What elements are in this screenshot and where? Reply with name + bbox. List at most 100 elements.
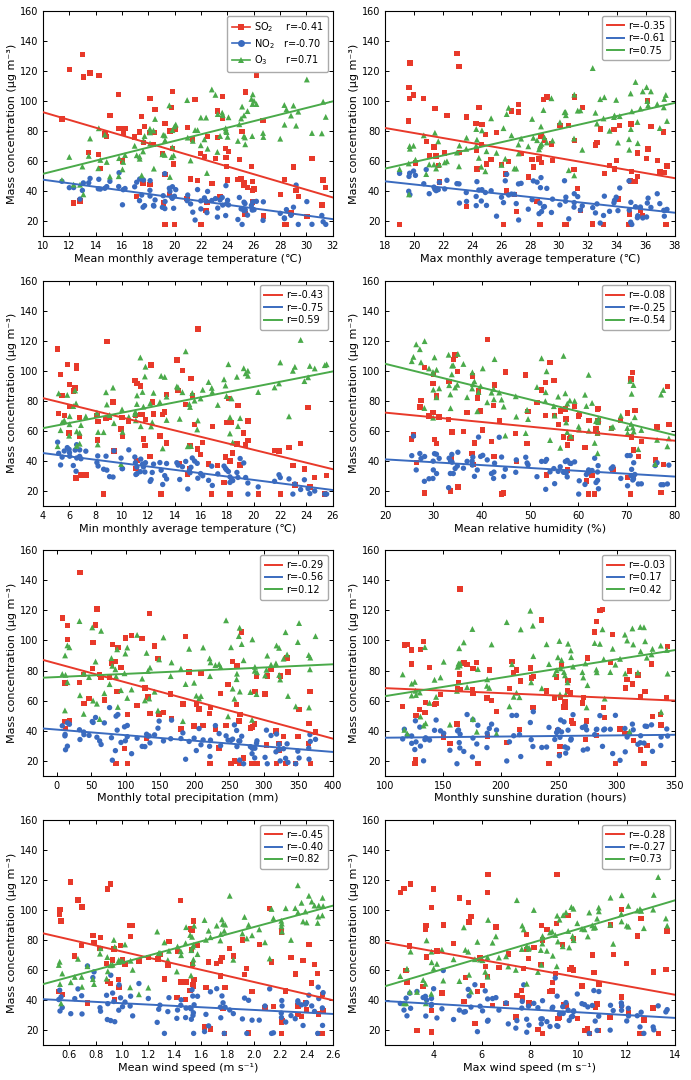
Point (158, 629, 169, 646)
Point (566, 1009, 577, 1026)
Point (164, 168, 176, 186)
Point (229, 753, 240, 770)
Point (171, 454, 182, 471)
Point (536, 453, 547, 470)
Point (527, 738, 538, 755)
Point (215, 926, 226, 943)
Point (167, 190, 178, 207)
Point (153, 945, 164, 962)
Point (489, 376, 500, 393)
Point (536, 350, 547, 367)
Point (106, 729, 117, 746)
Point (511, 194, 522, 212)
Point (406, 352, 417, 369)
Point (438, 653, 449, 671)
Point (632, 168, 643, 186)
Point (242, 103, 253, 120)
Point (120, 645, 131, 662)
Point (166, 712, 177, 729)
Point (283, 663, 294, 680)
Point (558, 428, 569, 445)
Point (420, 729, 431, 746)
Point (301, 71, 312, 89)
Point (188, 1025, 199, 1042)
Point (207, 81, 218, 98)
Point (319, 485, 330, 502)
Point (616, 1001, 627, 1018)
Point (254, 1012, 265, 1029)
Point (164, 122, 176, 139)
Point (59, 675, 70, 692)
Point (240, 129, 251, 146)
Point (247, 201, 258, 218)
Point (592, 472, 603, 489)
Point (619, 720, 630, 738)
Point (471, 141, 482, 159)
Point (138, 430, 149, 447)
Point (569, 397, 580, 415)
Point (650, 451, 661, 469)
Point (57, 173, 68, 190)
Point (206, 485, 217, 502)
Point (565, 430, 576, 447)
Point (403, 154, 414, 172)
Point (82, 995, 93, 1012)
Point (238, 202, 249, 219)
Point (64, 399, 75, 416)
Point (522, 401, 533, 418)
Point (261, 721, 272, 739)
Point (537, 935, 548, 953)
Point (160, 126, 171, 144)
Point (180, 395, 191, 413)
Point (285, 107, 296, 124)
Point (237, 924, 248, 942)
Point (275, 753, 286, 770)
Point (189, 971, 200, 988)
Point (404, 140, 415, 158)
Point (57, 448, 68, 465)
Point (444, 716, 455, 733)
Point (580, 731, 591, 748)
Point (180, 453, 191, 470)
Point (552, 720, 563, 738)
Point (241, 1025, 252, 1042)
Point (555, 458, 566, 475)
Point (88, 934, 100, 951)
Point (99, 691, 110, 708)
Point (153, 1001, 164, 1018)
Point (137, 383, 148, 401)
Point (178, 725, 189, 742)
Point (565, 455, 576, 472)
Point (83, 147, 94, 164)
Point (536, 381, 547, 399)
Point (632, 664, 643, 681)
Point (192, 470, 203, 487)
Point (293, 216, 304, 233)
Point (528, 159, 539, 176)
Point (101, 129, 112, 146)
Point (524, 1016, 535, 1034)
Point (605, 916, 616, 933)
Point (100, 126, 111, 144)
Point (560, 414, 571, 431)
Point (104, 669, 115, 686)
Point (635, 199, 646, 216)
Point (296, 1008, 307, 1025)
Point (247, 127, 258, 145)
Point (202, 127, 213, 145)
Point (661, 961, 672, 978)
Point (93, 67, 104, 84)
Point (62, 617, 73, 634)
Point (445, 453, 456, 470)
Point (424, 659, 435, 676)
Point (452, 363, 463, 380)
Point (467, 367, 478, 384)
Point (454, 740, 465, 757)
Point (225, 469, 236, 486)
Point (625, 447, 636, 464)
Point (431, 361, 442, 378)
Point (410, 683, 421, 700)
Point (144, 135, 155, 152)
Point (409, 673, 420, 690)
Point (622, 424, 633, 442)
